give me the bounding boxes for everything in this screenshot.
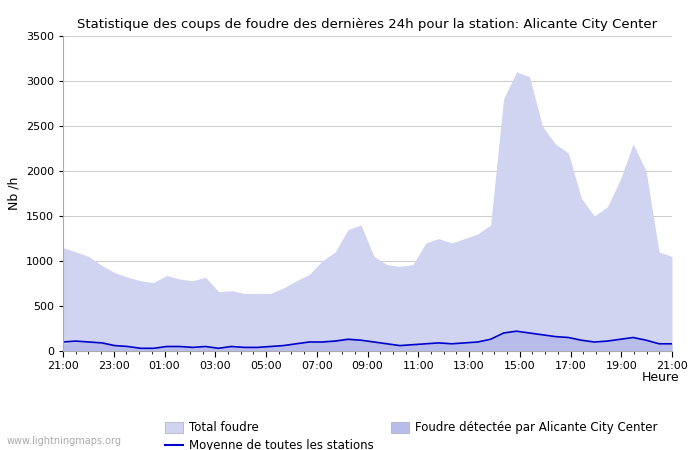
Legend: Total foudre, Moyenne de toutes les stations, Foudre détectée par Alicante City : Total foudre, Moyenne de toutes les stat…	[160, 417, 662, 450]
Title: Statistique des coups de foudre des dernières 24h pour la station: Alicante City: Statistique des coups de foudre des dern…	[78, 18, 657, 31]
Text: Heure: Heure	[641, 371, 679, 384]
Text: www.lightningmaps.org: www.lightningmaps.org	[7, 436, 122, 446]
Y-axis label: Nb /h: Nb /h	[7, 177, 20, 210]
